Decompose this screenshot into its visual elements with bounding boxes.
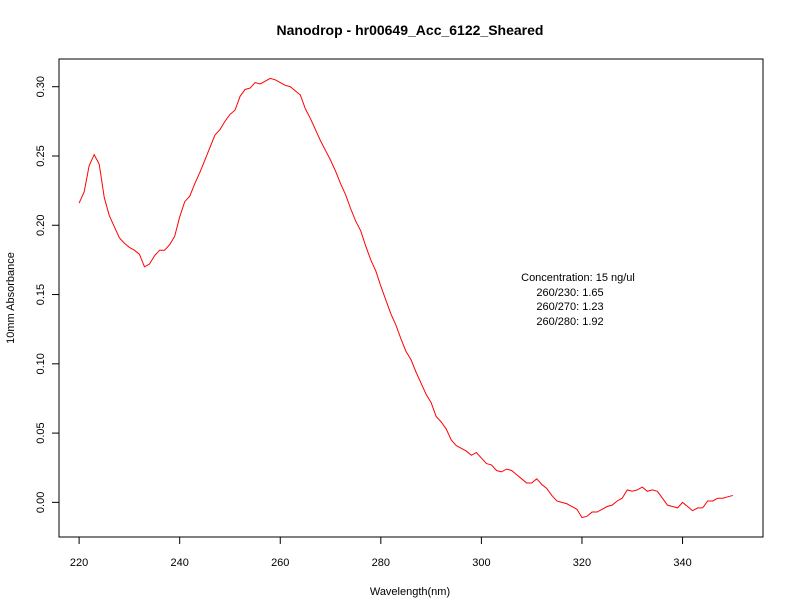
concentration-annotation: Concentration: 15 ng/ul <box>521 272 635 284</box>
x-tick-label: 240 <box>171 557 189 569</box>
y-tick-label: 0.15 <box>35 284 47 305</box>
x-tick-label: 340 <box>673 557 691 569</box>
x-tick-label: 260 <box>271 557 289 569</box>
x-tick-label: 220 <box>70 557 88 569</box>
x-tick-label: 280 <box>372 557 390 569</box>
y-tick-label: 0.00 <box>35 492 47 513</box>
x-axis-label: Wavelength(nm) <box>370 586 450 598</box>
y-axis-label: 10mm Absorbance <box>5 252 17 344</box>
ratio-260-230-annotation: 260/230: 1.65 <box>536 287 603 299</box>
ratio-260-270-annotation: 260/270: 1.23 <box>536 301 603 313</box>
y-tick-label: 0.25 <box>35 145 47 166</box>
y-tick-label: 0.05 <box>35 422 47 443</box>
y-tick-label: 0.10 <box>35 353 47 374</box>
x-tick-label: 320 <box>573 557 591 569</box>
y-tick-label: 0.30 <box>35 76 47 97</box>
plot-frame <box>58 58 764 538</box>
chart-title: Nanodrop - hr00649_Acc_6122_Sheared <box>277 22 544 38</box>
ratio-260-280-annotation: 260/280: 1.92 <box>536 316 603 328</box>
absorbance-series-line <box>78 77 733 519</box>
y-tick-label: 0.20 <box>35 215 47 236</box>
x-axis: 220 240 260 280 300 320 340 <box>70 536 692 569</box>
x-tick-label: 300 <box>472 557 490 569</box>
annotation-block: Concentration: 15 ng/ul 260/230: 1.65 26… <box>521 272 635 328</box>
y-axis: 0.00 0.05 0.10 0.15 0.20 0.25 0.30 <box>35 76 60 513</box>
